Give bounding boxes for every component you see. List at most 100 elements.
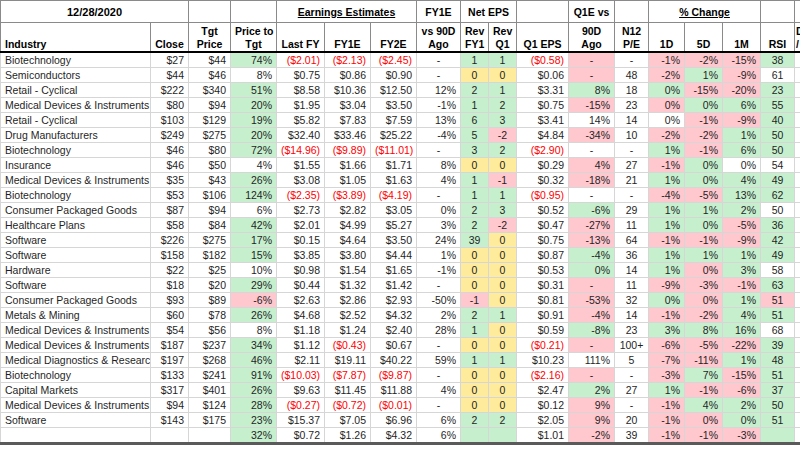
cell[interactable]: $94 bbox=[189, 203, 231, 218]
cell[interactable] bbox=[795, 293, 800, 308]
cell[interactable]: 1% bbox=[417, 248, 461, 263]
cell[interactable]: $43 bbox=[189, 173, 231, 188]
cell[interactable]: -20% bbox=[723, 83, 761, 98]
cell[interactable]: Software bbox=[1, 413, 151, 428]
cell[interactable]: 8% bbox=[231, 323, 277, 338]
cell[interactable]: 23% bbox=[231, 413, 277, 428]
cell[interactable]: $275 bbox=[189, 128, 231, 143]
cell[interactable]: 49 bbox=[761, 173, 795, 188]
cell[interactable]: $0.32 bbox=[517, 173, 569, 188]
cell[interactable]: - bbox=[569, 278, 615, 293]
cell[interactable]: $2.47 bbox=[517, 383, 569, 398]
cell[interactable]: -8% bbox=[569, 323, 615, 338]
cell[interactable]: $1.01 bbox=[517, 428, 569, 444]
cell[interactable]: -5% bbox=[723, 218, 761, 233]
cell[interactable]: $0.75 bbox=[517, 233, 569, 248]
cell[interactable]: $1.54 bbox=[325, 263, 371, 278]
cell[interactable]: $0.15 bbox=[277, 233, 325, 248]
cell[interactable]: 2 bbox=[461, 413, 489, 428]
cell[interactable]: Drug Manufacturers bbox=[1, 128, 151, 143]
cell[interactable]: -15% bbox=[569, 98, 615, 113]
cell[interactable]: 3 bbox=[489, 203, 517, 218]
cell[interactable]: ($2.35) bbox=[277, 188, 325, 203]
cell[interactable]: 14 bbox=[615, 263, 649, 278]
cell[interactable]: $93 bbox=[151, 293, 189, 308]
cell[interactable]: 1 bbox=[461, 173, 489, 188]
cell[interactable]: 2% bbox=[569, 383, 615, 398]
cell[interactable]: 42% bbox=[231, 218, 277, 233]
cell[interactable] bbox=[795, 383, 800, 398]
cell[interactable]: -6% bbox=[649, 338, 685, 353]
cell[interactable]: 10% bbox=[231, 263, 277, 278]
cell[interactable]: 124% bbox=[231, 188, 277, 203]
cell[interactable]: -1% bbox=[649, 233, 685, 248]
cell[interactable]: Medical Devices & Instruments bbox=[1, 398, 151, 413]
cell[interactable]: - bbox=[569, 368, 615, 383]
cell[interactable]: -34% bbox=[569, 128, 615, 143]
cell[interactable]: - bbox=[569, 52, 615, 68]
cell[interactable]: 6% bbox=[723, 98, 761, 113]
cell[interactable]: -15% bbox=[723, 52, 761, 68]
cell[interactable]: -7% bbox=[649, 353, 685, 368]
cell[interactable]: 14% bbox=[569, 113, 615, 128]
cell[interactable]: 1% bbox=[649, 218, 685, 233]
cell[interactable]: 2 bbox=[461, 218, 489, 233]
cell[interactable]: 50 bbox=[761, 128, 795, 143]
cell[interactable]: 2 bbox=[489, 143, 517, 158]
cell[interactable]: $5.82 bbox=[277, 113, 325, 128]
cell[interactable]: $44 bbox=[151, 68, 189, 83]
cell[interactable]: Software bbox=[1, 278, 151, 293]
cell[interactable]: 9% bbox=[569, 398, 615, 413]
cell[interactable]: 0% bbox=[649, 98, 685, 113]
cell[interactable]: 27 bbox=[615, 158, 649, 173]
cell[interactable]: 0 bbox=[489, 293, 517, 308]
cell[interactable]: -4% bbox=[649, 188, 685, 203]
cell[interactable]: $87 bbox=[151, 203, 189, 218]
cell[interactable]: -3% bbox=[685, 278, 723, 293]
cell[interactable] bbox=[795, 428, 800, 444]
cell[interactable]: ($0.01) bbox=[371, 398, 417, 413]
cell[interactable]: -18% bbox=[569, 173, 615, 188]
cell[interactable]: $0.47 bbox=[517, 218, 569, 233]
cell[interactable]: -9% bbox=[723, 68, 761, 83]
cell[interactable]: 1 bbox=[489, 83, 517, 98]
cell[interactable] bbox=[1, 428, 151, 444]
cell[interactable]: -15% bbox=[685, 83, 723, 98]
cell[interactable]: $9.63 bbox=[277, 383, 325, 398]
cell[interactable] bbox=[795, 353, 800, 368]
cell[interactable]: $317 bbox=[151, 383, 189, 398]
cell[interactable]: $94 bbox=[189, 98, 231, 113]
cell[interactable]: 20% bbox=[231, 128, 277, 143]
cell[interactable] bbox=[461, 428, 489, 444]
cell[interactable]: 0% bbox=[649, 83, 685, 98]
cell[interactable]: 2 bbox=[461, 308, 489, 323]
cell[interactable]: $4.32 bbox=[371, 428, 417, 444]
cell[interactable]: 48 bbox=[615, 68, 649, 83]
cell[interactable]: ($0.43) bbox=[325, 338, 371, 353]
cell[interactable]: $340 bbox=[189, 83, 231, 98]
cell[interactable]: $0.86 bbox=[325, 68, 371, 83]
cell[interactable] bbox=[795, 52, 800, 68]
cell[interactable]: 8% bbox=[417, 158, 461, 173]
cell[interactable]: $5.27 bbox=[371, 218, 417, 233]
cell[interactable]: 20 bbox=[615, 413, 649, 428]
cell[interactable]: 1 bbox=[489, 308, 517, 323]
cell[interactable]: ($0.72) bbox=[325, 398, 371, 413]
cell[interactable]: $268 bbox=[189, 353, 231, 368]
cell[interactable]: $2.63 bbox=[277, 293, 325, 308]
cell[interactable]: $0.29 bbox=[517, 158, 569, 173]
cell[interactable]: $0.67 bbox=[371, 338, 417, 353]
cell[interactable]: $4.32 bbox=[371, 308, 417, 323]
cell[interactable]: 3% bbox=[417, 218, 461, 233]
cell[interactable]: 14 bbox=[615, 308, 649, 323]
cell[interactable]: - bbox=[569, 68, 615, 83]
cell[interactable]: 1 bbox=[489, 52, 517, 68]
cell[interactable] bbox=[795, 233, 800, 248]
cell[interactable]: $4.84 bbox=[517, 128, 569, 143]
cell[interactable]: 0 bbox=[489, 338, 517, 353]
cell[interactable] bbox=[795, 413, 800, 428]
cell[interactable]: ($0.21) bbox=[517, 338, 569, 353]
cell[interactable] bbox=[795, 68, 800, 83]
cell[interactable]: $3.41 bbox=[517, 113, 569, 128]
cell[interactable]: 0% bbox=[685, 263, 723, 278]
